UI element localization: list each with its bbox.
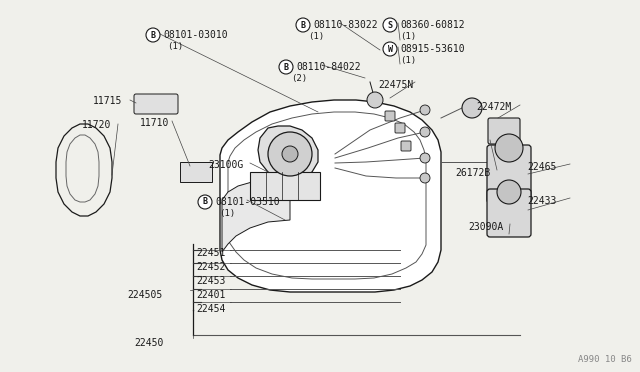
- Text: 11720: 11720: [82, 120, 111, 130]
- Circle shape: [420, 105, 430, 115]
- Text: 08110-83022: 08110-83022: [313, 20, 378, 30]
- Circle shape: [198, 195, 212, 209]
- Circle shape: [497, 180, 521, 204]
- Text: (1): (1): [400, 56, 416, 65]
- FancyBboxPatch shape: [180, 162, 212, 182]
- Circle shape: [420, 153, 430, 163]
- Text: (1): (1): [400, 32, 416, 41]
- Text: 23100G: 23100G: [208, 160, 243, 170]
- FancyBboxPatch shape: [395, 123, 405, 133]
- Polygon shape: [258, 126, 318, 180]
- Text: 224505: 224505: [127, 290, 163, 300]
- Circle shape: [296, 18, 310, 32]
- Text: 22465: 22465: [527, 162, 556, 172]
- Text: 08915-53610: 08915-53610: [400, 44, 465, 54]
- Text: B: B: [301, 20, 305, 29]
- Text: 08110-84022: 08110-84022: [296, 62, 360, 72]
- Circle shape: [495, 134, 523, 162]
- Circle shape: [367, 92, 383, 108]
- Circle shape: [420, 127, 430, 137]
- Text: B: B: [150, 31, 156, 39]
- FancyBboxPatch shape: [488, 118, 520, 144]
- Text: (1): (1): [167, 42, 183, 51]
- Text: 08360-60812: 08360-60812: [400, 20, 465, 30]
- Circle shape: [383, 18, 397, 32]
- Text: 23090A: 23090A: [468, 222, 503, 232]
- Text: (2): (2): [291, 74, 307, 83]
- Text: 22450: 22450: [134, 338, 163, 348]
- FancyBboxPatch shape: [134, 94, 178, 114]
- Text: A990 10 B6: A990 10 B6: [579, 355, 632, 364]
- Circle shape: [279, 60, 293, 74]
- FancyBboxPatch shape: [250, 172, 320, 200]
- FancyBboxPatch shape: [487, 189, 531, 237]
- Text: 22451: 22451: [196, 248, 225, 258]
- Text: 11710: 11710: [140, 118, 170, 128]
- Text: 08101-03010: 08101-03010: [163, 30, 228, 40]
- Polygon shape: [222, 180, 290, 252]
- Text: 22401: 22401: [196, 290, 225, 300]
- Circle shape: [282, 146, 298, 162]
- Text: B: B: [284, 62, 289, 71]
- FancyBboxPatch shape: [487, 145, 531, 203]
- Text: 22452: 22452: [196, 262, 225, 272]
- Text: B: B: [202, 198, 207, 206]
- Text: 08101-03510: 08101-03510: [215, 197, 280, 207]
- FancyBboxPatch shape: [401, 141, 411, 151]
- Text: 22453: 22453: [196, 276, 225, 286]
- Circle shape: [146, 28, 160, 42]
- Text: (1): (1): [308, 32, 324, 41]
- Polygon shape: [220, 100, 441, 292]
- Text: 22475N: 22475N: [378, 80, 413, 90]
- Circle shape: [462, 98, 482, 118]
- Circle shape: [268, 132, 312, 176]
- Text: 11715: 11715: [93, 96, 122, 106]
- Text: 22433: 22433: [527, 196, 556, 206]
- Text: S: S: [387, 20, 392, 29]
- Text: W: W: [387, 45, 392, 54]
- Text: 22454: 22454: [196, 304, 225, 314]
- Polygon shape: [66, 135, 99, 202]
- Circle shape: [420, 173, 430, 183]
- Text: 26172B: 26172B: [455, 168, 490, 178]
- Circle shape: [383, 42, 397, 56]
- Text: (1): (1): [219, 209, 235, 218]
- Text: 22472M: 22472M: [476, 102, 511, 112]
- FancyBboxPatch shape: [385, 111, 395, 121]
